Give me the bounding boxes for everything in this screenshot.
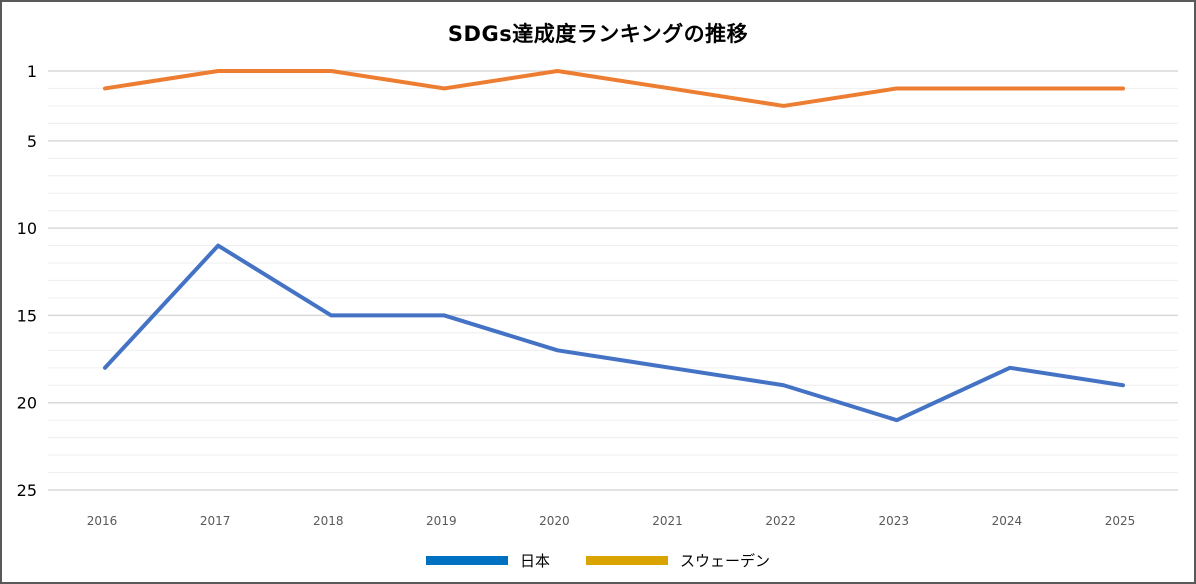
series-line-japan[interactable]: [103, 243, 1125, 423]
x-tick-label: 2018: [313, 514, 344, 528]
legend: 日本 スウェーデン: [0, 550, 1196, 571]
legend-label-sweden: スウェーデン: [680, 552, 771, 570]
series-lines: [103, 69, 1125, 423]
x-tick-label: 2023: [879, 514, 910, 528]
y-tick-label: 20: [17, 394, 37, 413]
chart-title: SDGs達成度ランキングの推移: [447, 22, 749, 46]
x-tick-label: 2022: [765, 514, 796, 528]
x-axis-ticks: 2016 2017 2018 2019 2020 2021 2022 2023 2024 2025: [87, 514, 1136, 528]
x-tick-label: 2020: [539, 514, 570, 528]
x-tick-label: 2017: [200, 514, 231, 528]
series-line-sweden[interactable]: [103, 69, 1125, 108]
y-tick-label: 5: [27, 132, 37, 151]
legend-swatch-sweden: [586, 556, 668, 565]
x-tick-label: 2021: [652, 514, 683, 528]
y-tick-label: 25: [17, 481, 37, 500]
x-tick-label: 2024: [992, 514, 1023, 528]
legend-item-sweden[interactable]: スウェーデン: [586, 550, 770, 571]
x-tick-label: 2016: [87, 514, 118, 528]
x-tick-label: 2019: [426, 514, 457, 528]
legend-swatch-japan: [425, 556, 508, 565]
y-tick-label: 15: [17, 306, 37, 325]
y-tick-label: 10: [17, 219, 37, 238]
gridlines: [48, 70, 1178, 491]
legend-item-japan[interactable]: 日本: [425, 550, 550, 571]
legend-label-japan: 日本: [519, 552, 550, 570]
y-tick-label: 1: [27, 62, 37, 81]
x-tick-label: 2025: [1105, 514, 1136, 528]
